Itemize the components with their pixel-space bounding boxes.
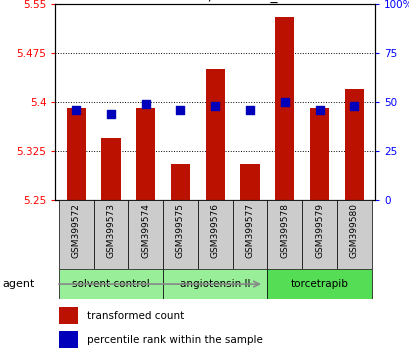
Bar [309,108,328,200]
Bar [58,269,163,299]
Bar [101,138,120,200]
Point [108,111,114,116]
Text: GSM399577: GSM399577 [245,204,254,258]
Text: GSM399572: GSM399572 [72,204,81,258]
Point [142,101,148,107]
Bar [274,17,294,200]
Text: angiotensin II: angiotensin II [180,279,250,289]
Text: GSM399576: GSM399576 [210,204,219,258]
Bar [93,200,128,269]
Bar [267,269,371,299]
Bar [240,164,259,200]
Text: GSM399574: GSM399574 [141,204,150,258]
Bar [301,200,336,269]
Bar [58,331,78,348]
Bar [163,269,267,299]
Point [177,107,183,113]
Text: GSM399580: GSM399580 [349,204,358,258]
Bar [136,108,155,200]
Text: torcetrapib: torcetrapib [290,279,348,289]
Point [315,107,322,113]
Point [246,107,253,113]
Bar [198,200,232,269]
Bar [128,200,163,269]
Bar [267,200,301,269]
Point [281,99,288,104]
Bar [205,69,224,200]
Text: agent: agent [2,279,34,289]
Point [73,107,79,113]
Bar [336,200,371,269]
Bar [163,200,198,269]
Text: transformed count: transformed count [87,311,184,321]
Bar [171,164,190,200]
Bar [344,88,363,200]
Text: solvent control: solvent control [72,279,149,289]
Text: GSM399575: GSM399575 [175,204,184,258]
Text: GSM399579: GSM399579 [314,204,323,258]
Point [350,103,357,109]
Text: percentile rank within the sample: percentile rank within the sample [87,335,263,345]
Bar [232,200,267,269]
Text: GSM399573: GSM399573 [106,204,115,258]
Point [211,103,218,109]
Text: GSM399578: GSM399578 [280,204,289,258]
Bar [67,108,85,200]
Bar [58,307,78,324]
Bar [58,200,93,269]
Title: GDS3556 / 236509_at: GDS3556 / 236509_at [139,0,291,2]
